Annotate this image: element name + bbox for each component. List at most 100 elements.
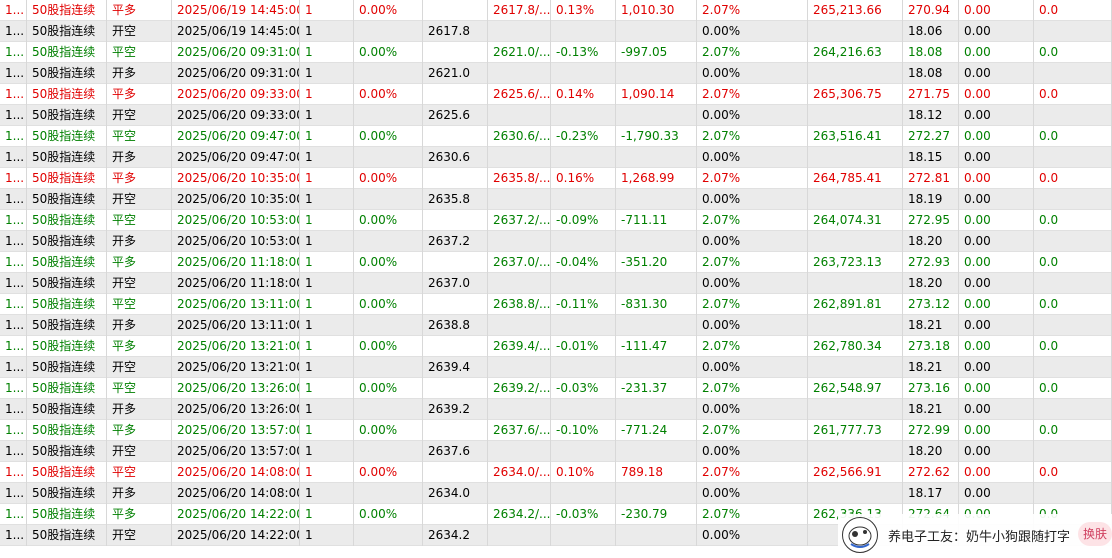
table-cell: 2.07%: [697, 0, 808, 21]
table-cell: 平多: [107, 252, 172, 273]
table-cell: 0.00%: [354, 210, 423, 231]
table-cell: 50股指连续: [27, 399, 107, 420]
table-cell: [808, 273, 903, 294]
table-cell: -0.01%: [551, 336, 616, 357]
table-cell: 18.21: [903, 315, 959, 336]
table-cell: [423, 42, 488, 63]
table-row[interactable]: 1... 50股指连续 开空 2025/06/20 13:57:00 1 2637.6 0.…: [0, 441, 1112, 462]
table-cell: 1...: [0, 252, 27, 273]
table-row[interactable]: 1... 50股指连续 开多 2025/06/20 10:53:00 1 2637.2 0.…: [0, 231, 1112, 252]
table-cell: 2.07%: [697, 126, 808, 147]
table-row[interactable]: 1... 50股指连续 平空 2025/06/20 09:47:00 1 0.00% 263…: [0, 126, 1112, 147]
table-cell: 18.20: [903, 441, 959, 462]
table-cell: 18.08: [903, 42, 959, 63]
table-row[interactable]: 1... 50股指连续 开空 2025/06/19 14:45:00 1 2617.8 0.…: [0, 21, 1112, 42]
table-row[interactable]: 1... 50股指连续 平空 2025/06/20 13:11:00 1 0.00% 263…: [0, 294, 1112, 315]
table-cell: 2637.0: [423, 273, 488, 294]
table-cell: -0.13%: [551, 42, 616, 63]
table-cell: 2634.0/...: [488, 462, 551, 483]
table-row[interactable]: 1... 50股指连续 平空 2025/06/20 09:31:00 1 0.00% 262…: [0, 42, 1112, 63]
table-cell: [616, 147, 697, 168]
table-cell: 平多: [107, 504, 172, 525]
table-row[interactable]: 1... 50股指连续 开多 2025/06/20 13:26:00 1 2639.2 0.…: [0, 399, 1112, 420]
table-cell: [423, 252, 488, 273]
table-cell: 1...: [0, 504, 27, 525]
table-row[interactable]: 1... 50股指连续 开空 2025/06/20 14:22:00 1 2634.2 0.…: [0, 525, 1112, 546]
table-row[interactable]: 1... 50股指连续 平空 2025/06/20 10:53:00 1 0.00% 263…: [0, 210, 1112, 231]
table-row[interactable]: 1... 50股指连续 开多 2025/06/20 09:31:00 1 2621.0 0.…: [0, 63, 1112, 84]
table-cell: 2.07%: [697, 84, 808, 105]
table-cell: 平多: [107, 168, 172, 189]
table-cell: 0.0: [1034, 336, 1112, 357]
table-cell: 2025/06/20 14:08:00: [172, 462, 300, 483]
table-cell: 2634.2/...: [488, 504, 551, 525]
table-cell: 1...: [0, 231, 27, 252]
table-cell: 50股指连续: [27, 231, 107, 252]
table-cell: 50股指连续: [27, 357, 107, 378]
table-cell: 0.00: [959, 63, 1034, 84]
table-cell: 2625.6/...: [488, 84, 551, 105]
table-cell: [808, 399, 903, 420]
table-cell: 50股指连续: [27, 189, 107, 210]
table-cell: [551, 21, 616, 42]
table-cell: 平空: [107, 378, 172, 399]
table-cell: 2025/06/19 14:45:00: [172, 0, 300, 21]
table-cell: 1: [300, 378, 354, 399]
table-cell: [488, 315, 551, 336]
table-cell: 2639.4/...: [488, 336, 551, 357]
table-cell: [423, 420, 488, 441]
table-row[interactable]: 1... 50股指连续 开多 2025/06/20 09:47:00 1 2630.6 0.…: [0, 147, 1112, 168]
table-row[interactable]: 1... 50股指连续 开空 2025/06/20 13:21:00 1 2639.4 0.…: [0, 357, 1112, 378]
table-cell: 0.0: [1034, 42, 1112, 63]
table-cell: 1: [300, 420, 354, 441]
table-row[interactable]: 1... 50股指连续 平多 2025/06/20 13:21:00 1 0.00% 263…: [0, 336, 1112, 357]
table-row[interactable]: 1... 50股指连续 平多 2025/06/20 10:35:00 1 0.00% 263…: [0, 168, 1112, 189]
table-cell: [551, 315, 616, 336]
table-cell: -771.24: [616, 420, 697, 441]
table-cell: [1034, 21, 1112, 42]
table-cell: 50股指连续: [27, 252, 107, 273]
table-cell: 1,268.99: [616, 168, 697, 189]
table-cell: 263,723.13: [808, 252, 903, 273]
table-cell: 1: [300, 462, 354, 483]
table-cell: [616, 105, 697, 126]
table-cell: 272.81: [903, 168, 959, 189]
table-row[interactable]: 1... 50股指连续 平多 2025/06/19 14:45:00 1 0.00% 261…: [0, 0, 1112, 21]
table-cell: 0.00: [959, 357, 1034, 378]
table-row[interactable]: 1... 50股指连续 开空 2025/06/20 11:18:00 1 2637.0 0.…: [0, 273, 1112, 294]
table-cell: 0.00%: [354, 126, 423, 147]
table-row[interactable]: 1... 50股指连续 平多 2025/06/20 13:57:00 1 0.00% 263…: [0, 420, 1112, 441]
table-row[interactable]: 1... 50股指连续 开多 2025/06/20 13:11:00 1 2638.8 0.…: [0, 315, 1112, 336]
table-row[interactable]: 1... 50股指连续 平空 2025/06/20 14:08:00 1 0.00% 263…: [0, 462, 1112, 483]
table-cell: 2637.0/...: [488, 252, 551, 273]
table-cell: [488, 147, 551, 168]
table-row[interactable]: 1... 50股指连续 开多 2025/06/20 14:08:00 1 2634.0 0.…: [0, 483, 1112, 504]
table-cell: 1...: [0, 399, 27, 420]
table-cell: 1: [300, 147, 354, 168]
table-row[interactable]: 1... 50股指连续 开空 2025/06/20 10:35:00 1 2635.8 0.…: [0, 189, 1112, 210]
table-cell: 50股指连续: [27, 441, 107, 462]
table-row[interactable]: 1... 50股指连续 开空 2025/06/20 09:33:00 1 2625.6 0.…: [0, 105, 1112, 126]
table-cell: 50股指连续: [27, 483, 107, 504]
table-cell: 1: [300, 42, 354, 63]
table-cell: [1034, 441, 1112, 462]
table-cell: 0.00%: [697, 483, 808, 504]
table-row[interactable]: 1... 50股指连续 平空 2025/06/20 13:26:00 1 0.00% 263…: [0, 378, 1112, 399]
table-cell: 0.00%: [697, 315, 808, 336]
table-cell: [488, 441, 551, 462]
table-cell: [1034, 399, 1112, 420]
table-cell: 2025/06/20 09:47:00: [172, 147, 300, 168]
table-cell: [354, 315, 423, 336]
skin-button[interactable]: 换肤: [1078, 522, 1112, 546]
table-cell: [423, 0, 488, 21]
table-row[interactable]: 1... 50股指连续 平多 2025/06/20 09:33:00 1 0.00% 262…: [0, 84, 1112, 105]
table-cell: 0.00: [959, 189, 1034, 210]
table-cell: 0.00%: [697, 357, 808, 378]
table-cell: 0.00: [959, 378, 1034, 399]
table-row[interactable]: 1... 50股指连续 平多 2025/06/20 11:18:00 1 0.00% 263…: [0, 252, 1112, 273]
table-cell: 2.07%: [697, 420, 808, 441]
table-cell: 0.0: [1034, 378, 1112, 399]
table-cell: 2625.6: [423, 105, 488, 126]
table-cell: 0.00%: [354, 462, 423, 483]
table-cell: [354, 105, 423, 126]
